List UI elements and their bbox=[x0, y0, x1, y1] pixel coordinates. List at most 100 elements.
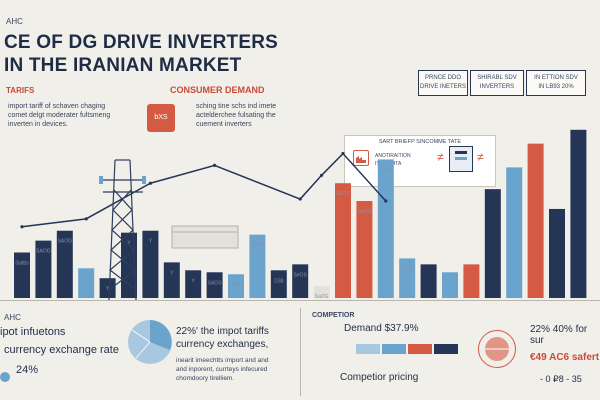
competitor-pricing: Competior pricing bbox=[340, 372, 419, 383]
trend-point bbox=[384, 199, 388, 203]
info-box-1-line2: DRIVE INETERS bbox=[419, 84, 466, 90]
bar bbox=[335, 183, 351, 298]
trend-point bbox=[320, 173, 324, 177]
info-box-3-line2: IN LB93 20% bbox=[538, 84, 574, 90]
bar bbox=[270, 270, 287, 298]
data-label: SeOS bbox=[251, 243, 265, 249]
info-box-2: SHIRABL SDV INVERTERS bbox=[470, 70, 524, 96]
legend-swatch bbox=[382, 344, 406, 354]
data-label: SeOS bbox=[294, 272, 308, 278]
data-label: 20b bbox=[232, 282, 241, 288]
trend-point bbox=[341, 151, 345, 156]
ne-icon: ≠ bbox=[437, 150, 444, 164]
data-label: SAOS bbox=[208, 280, 223, 286]
tariffs-text: import tariff of schaven chaging comet d… bbox=[8, 102, 148, 129]
page-title-line1: CE OF DG DRIVE INVERTERS bbox=[4, 32, 279, 53]
bar bbox=[35, 240, 52, 298]
bottom-right-line2: €49 AC6 safert bbox=[530, 352, 600, 363]
info-box-1-line1: PRNCE DDO bbox=[424, 75, 461, 81]
ne-icon: ≠ bbox=[477, 150, 484, 164]
bar bbox=[506, 167, 523, 298]
tariffs-label: TARIFS bbox=[6, 86, 35, 95]
bar bbox=[142, 230, 159, 298]
data-label: Y bbox=[149, 239, 153, 245]
bottom-left-line1: ipot infuetons bbox=[0, 326, 66, 338]
pie-chart-icon bbox=[128, 320, 172, 364]
bar bbox=[14, 252, 30, 298]
bottom-mid-line1: 22%' the impot tariffs bbox=[176, 326, 269, 337]
trend-point bbox=[298, 197, 302, 201]
inverter-icon bbox=[449, 146, 473, 172]
tariffs-text-line: comet delgt moderater fultsmeng bbox=[8, 112, 111, 119]
building-icon bbox=[171, 225, 239, 249]
bar bbox=[56, 230, 73, 298]
factory-icon bbox=[353, 150, 369, 166]
bar bbox=[420, 264, 437, 298]
data-label: SAOG bbox=[36, 249, 51, 255]
demand-label: Demand $37.9% bbox=[344, 323, 419, 334]
bar bbox=[463, 264, 480, 298]
tariffs-text-line: inverten in devices. bbox=[8, 121, 68, 128]
tariffs-text-line: import tariff of schaven chaging bbox=[8, 103, 106, 110]
dot-icon bbox=[0, 372, 10, 382]
trend-point bbox=[20, 225, 24, 229]
bar bbox=[527, 143, 544, 298]
legend-swatch bbox=[356, 344, 380, 354]
bottom-mid-text: inearit imeechtts import and and and inp… bbox=[176, 356, 269, 383]
consumer-text-line: sching tine schs ind imete bbox=[196, 103, 277, 110]
info-box-3: IN ETTION SDV IN LB93 20% bbox=[526, 70, 586, 96]
data-label: Gatbs bbox=[15, 260, 29, 266]
bar bbox=[99, 278, 116, 298]
data-label: SAOG bbox=[58, 239, 73, 245]
bottom-left-pct: 24% bbox=[16, 364, 39, 376]
bottom-left-line2: currency exchange rate bbox=[4, 344, 119, 356]
bottom-left-tag: AHC bbox=[4, 313, 21, 322]
info-box-3-line1: IN ETTION SDV bbox=[534, 75, 578, 81]
data-label: SaOS bbox=[358, 209, 372, 215]
mid-info-box: SART BRIEFP SINCOMME TATE ANOTIRAITION I… bbox=[344, 135, 496, 187]
legend-swatch bbox=[434, 344, 458, 354]
trend-line bbox=[21, 152, 387, 228]
consumer-text-line: cuement inverters bbox=[196, 121, 252, 128]
bar bbox=[313, 286, 330, 298]
data-label: D38 bbox=[274, 278, 283, 284]
data-label: Y bbox=[85, 276, 89, 282]
data-label: Y bbox=[106, 286, 110, 292]
data-label: SaOS bbox=[336, 191, 350, 197]
bottom-mid-line2: currency exchanges, bbox=[176, 339, 269, 350]
bottom-mid-text-line: chomdoory tirelliem. bbox=[176, 375, 235, 382]
tower-icon bbox=[99, 159, 146, 300]
info-box-2-line2: INVERTERS bbox=[479, 84, 515, 90]
data-label: Y bbox=[127, 241, 131, 247]
bottom-right-line3: - 0 ₽8 - 35 bbox=[540, 374, 582, 384]
page-title-line2: IN THE IRANIAN MARKET bbox=[4, 55, 242, 76]
trend-point bbox=[84, 217, 88, 221]
consumer-demand-label: CONSUMER DEMAND bbox=[170, 85, 265, 95]
bar bbox=[442, 272, 458, 298]
divider bbox=[0, 300, 600, 301]
bar bbox=[549, 208, 565, 298]
bar-chart: Gatbs SAOG SAOG Y Y Y Y Y Y SAOS 20b SeOS D38 SeOS SaO… bbox=[14, 129, 587, 300]
bar bbox=[78, 268, 95, 298]
trend-point bbox=[148, 181, 152, 185]
header-tag: AHC bbox=[6, 17, 23, 26]
bar bbox=[185, 270, 202, 298]
bottom-right-line1: 22% 40% for sur bbox=[530, 324, 588, 346]
competitor-tag: COMPETIOR bbox=[312, 312, 355, 319]
legend-swatch bbox=[408, 344, 432, 354]
mid-info-line1: ANOTIRAITION bbox=[375, 153, 411, 159]
consumer-text: sching tine schs ind imete actelderchee … bbox=[196, 102, 316, 129]
bar bbox=[292, 264, 309, 298]
bar bbox=[249, 234, 266, 298]
data-label: Y bbox=[192, 278, 196, 284]
trend-point bbox=[213, 163, 217, 168]
bar bbox=[163, 262, 180, 298]
bottom-mid-text-line: inearit imeechtts import and and bbox=[176, 357, 269, 364]
data-label: Y bbox=[170, 270, 174, 276]
bar bbox=[484, 189, 501, 298]
bar bbox=[399, 258, 416, 298]
bar bbox=[206, 272, 223, 298]
consumer-text-line: actelderchee fulsating the bbox=[196, 112, 276, 119]
bar bbox=[377, 159, 394, 298]
data-label: SeOS bbox=[379, 167, 393, 173]
